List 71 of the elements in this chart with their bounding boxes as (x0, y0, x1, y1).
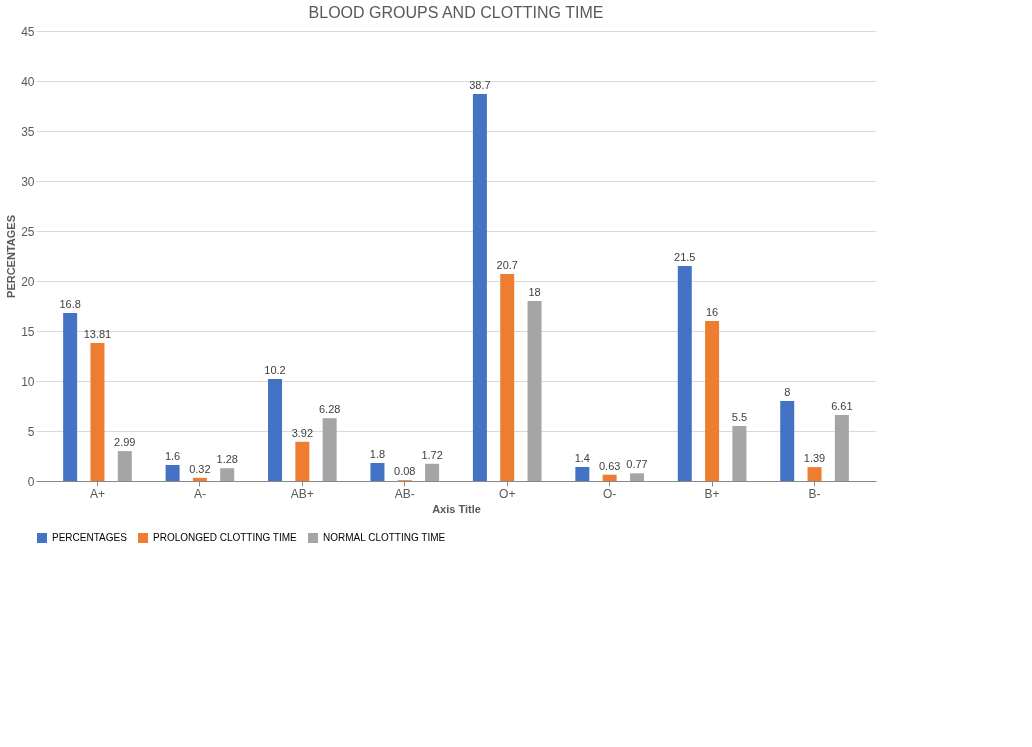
data-label: 5.5 (731, 411, 748, 423)
bar (500, 274, 515, 481)
bar (472, 94, 487, 481)
legend-label: NORMAL CLOTTING TIME (323, 532, 446, 543)
bar (370, 463, 385, 481)
data-label: 0.08 (394, 465, 416, 478)
data-label: 1.6 (164, 450, 181, 462)
x-tick-label: A- (193, 486, 206, 501)
data-label: 3.92 (291, 426, 314, 439)
data-label: 13.81 (83, 327, 112, 340)
data-label: 6.28 (318, 403, 341, 416)
y-tick-label: 20 (21, 274, 35, 289)
data-label: 1.28 (216, 453, 238, 466)
bar (117, 451, 132, 481)
bar (165, 465, 180, 481)
x-tick-label: B- (808, 486, 821, 501)
x-tick-label: A+ (89, 486, 105, 501)
data-label: 21.5 (674, 251, 696, 263)
bar (322, 418, 337, 481)
y-tick-label: 10 (21, 374, 35, 389)
data-label: 16 (705, 306, 719, 318)
x-tick-label: O+ (499, 486, 516, 501)
data-label: 18 (528, 286, 541, 298)
y-tick-label: 30 (21, 174, 35, 189)
data-label: 0.63 (598, 459, 621, 472)
data-label: 2.99 (114, 436, 136, 449)
bar (575, 467, 590, 481)
x-tick-label: B+ (704, 486, 720, 501)
bar (192, 477, 207, 481)
bar (780, 401, 795, 481)
bar (527, 301, 542, 481)
data-label: 1.72 (421, 448, 443, 461)
bar (90, 342, 105, 481)
y-axis-title: PERCENTAGES (5, 215, 18, 298)
bar (220, 468, 235, 481)
bar (629, 473, 644, 481)
bar (705, 321, 720, 481)
bar (295, 441, 310, 481)
x-tick-label: AB+ (290, 486, 314, 501)
y-tick-label: 5 (27, 424, 35, 439)
bar (425, 463, 440, 481)
x-axis-title: Axis Title (432, 502, 481, 515)
legend-label: PERCENTAGES (52, 532, 128, 543)
data-label: 16.8 (59, 298, 81, 310)
data-label: 8 (784, 386, 791, 398)
bar (834, 414, 849, 481)
bar (268, 379, 283, 481)
data-label: 1.8 (369, 448, 386, 460)
bar (677, 266, 692, 481)
chart-title: BLOOD GROUPS AND CLOTTING TIME (308, 4, 604, 21)
bar (602, 474, 617, 481)
data-label: 1.39 (803, 452, 826, 465)
bar (732, 426, 747, 481)
x-tick-label: O- (602, 486, 617, 501)
data-label: 38.7 (469, 79, 491, 91)
data-label: 1.4 (574, 452, 590, 464)
y-tick-label: 15 (21, 324, 35, 339)
data-label: 10.2 (264, 364, 286, 376)
x-tick-label: AB- (394, 486, 415, 501)
legend-label: PROLONGED CLOTTING TIME (153, 532, 298, 543)
bar (63, 313, 78, 481)
y-tick-label: 40 (21, 74, 35, 89)
y-tick-label: 35 (21, 124, 35, 139)
y-tick-label: 45 (21, 24, 35, 39)
data-label: 20.7 (496, 259, 518, 271)
y-tick-label: 25 (21, 224, 35, 239)
data-label: 6.61 (831, 399, 853, 412)
y-tick-label: 0 (27, 474, 35, 489)
bar (807, 467, 822, 481)
data-label: 0.77 (626, 458, 648, 471)
data-label: 0.32 (189, 462, 211, 475)
